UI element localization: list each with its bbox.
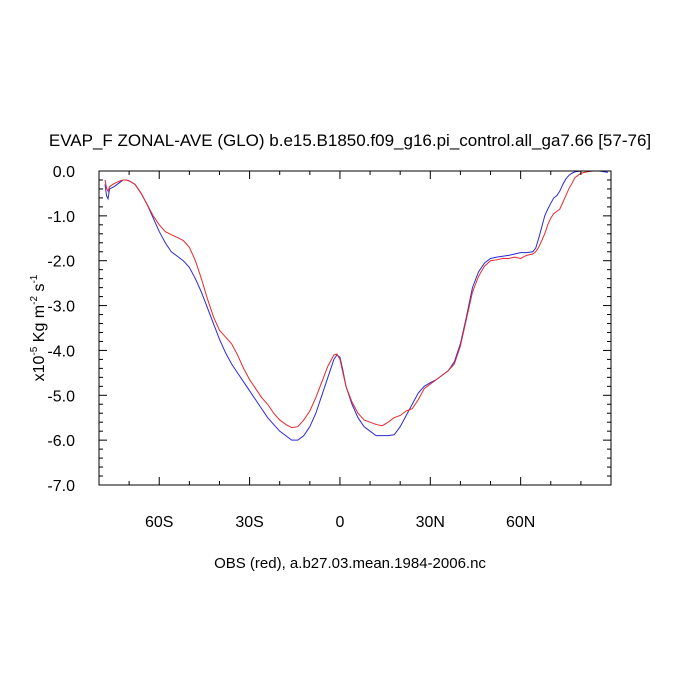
y-tick-label: -7.0 (47, 478, 75, 495)
x-tick-label: 30N (416, 514, 445, 531)
x-tick-label: 60N (506, 514, 535, 531)
y-tick-label: -2.0 (47, 254, 75, 271)
y-tick-label: -6.0 (47, 433, 75, 450)
x-tick-label: 60S (145, 514, 173, 531)
y-tick-label: -1.0 (47, 209, 75, 226)
y-tick-label: -4.0 (47, 343, 75, 360)
series-line-2 (104, 170, 608, 429)
x-tick-label: 30S (235, 514, 263, 531)
x-tick-labels: 60S 30S 0 30N 60N (145, 514, 535, 531)
y-tick-labels: 0.0 -1.0 -2.0 -3.0 -4.0 -5.0 -6.0 -7.0 (47, 164, 75, 495)
plot-frame (98, 170, 612, 486)
axis-ticks (99, 170, 612, 486)
y-tick-label: -3.0 (47, 299, 75, 316)
y-tick-label: 0.0 (53, 164, 75, 181)
chart-title: EVAP_F ZONAL-AVE (GLO) b.e15.B1850.f09_g… (49, 131, 651, 150)
y-tick-label: -5.0 (47, 388, 75, 405)
series-line-1 (104, 170, 609, 441)
x-tick-label: 0 (335, 514, 344, 531)
y-axis-label: x10-5 Kg m-2 s-1 (29, 274, 48, 381)
x-axis-label: OBS (red), a.b27.03.mean.1984-2006.nc (214, 555, 486, 572)
plot-area (104, 170, 609, 441)
